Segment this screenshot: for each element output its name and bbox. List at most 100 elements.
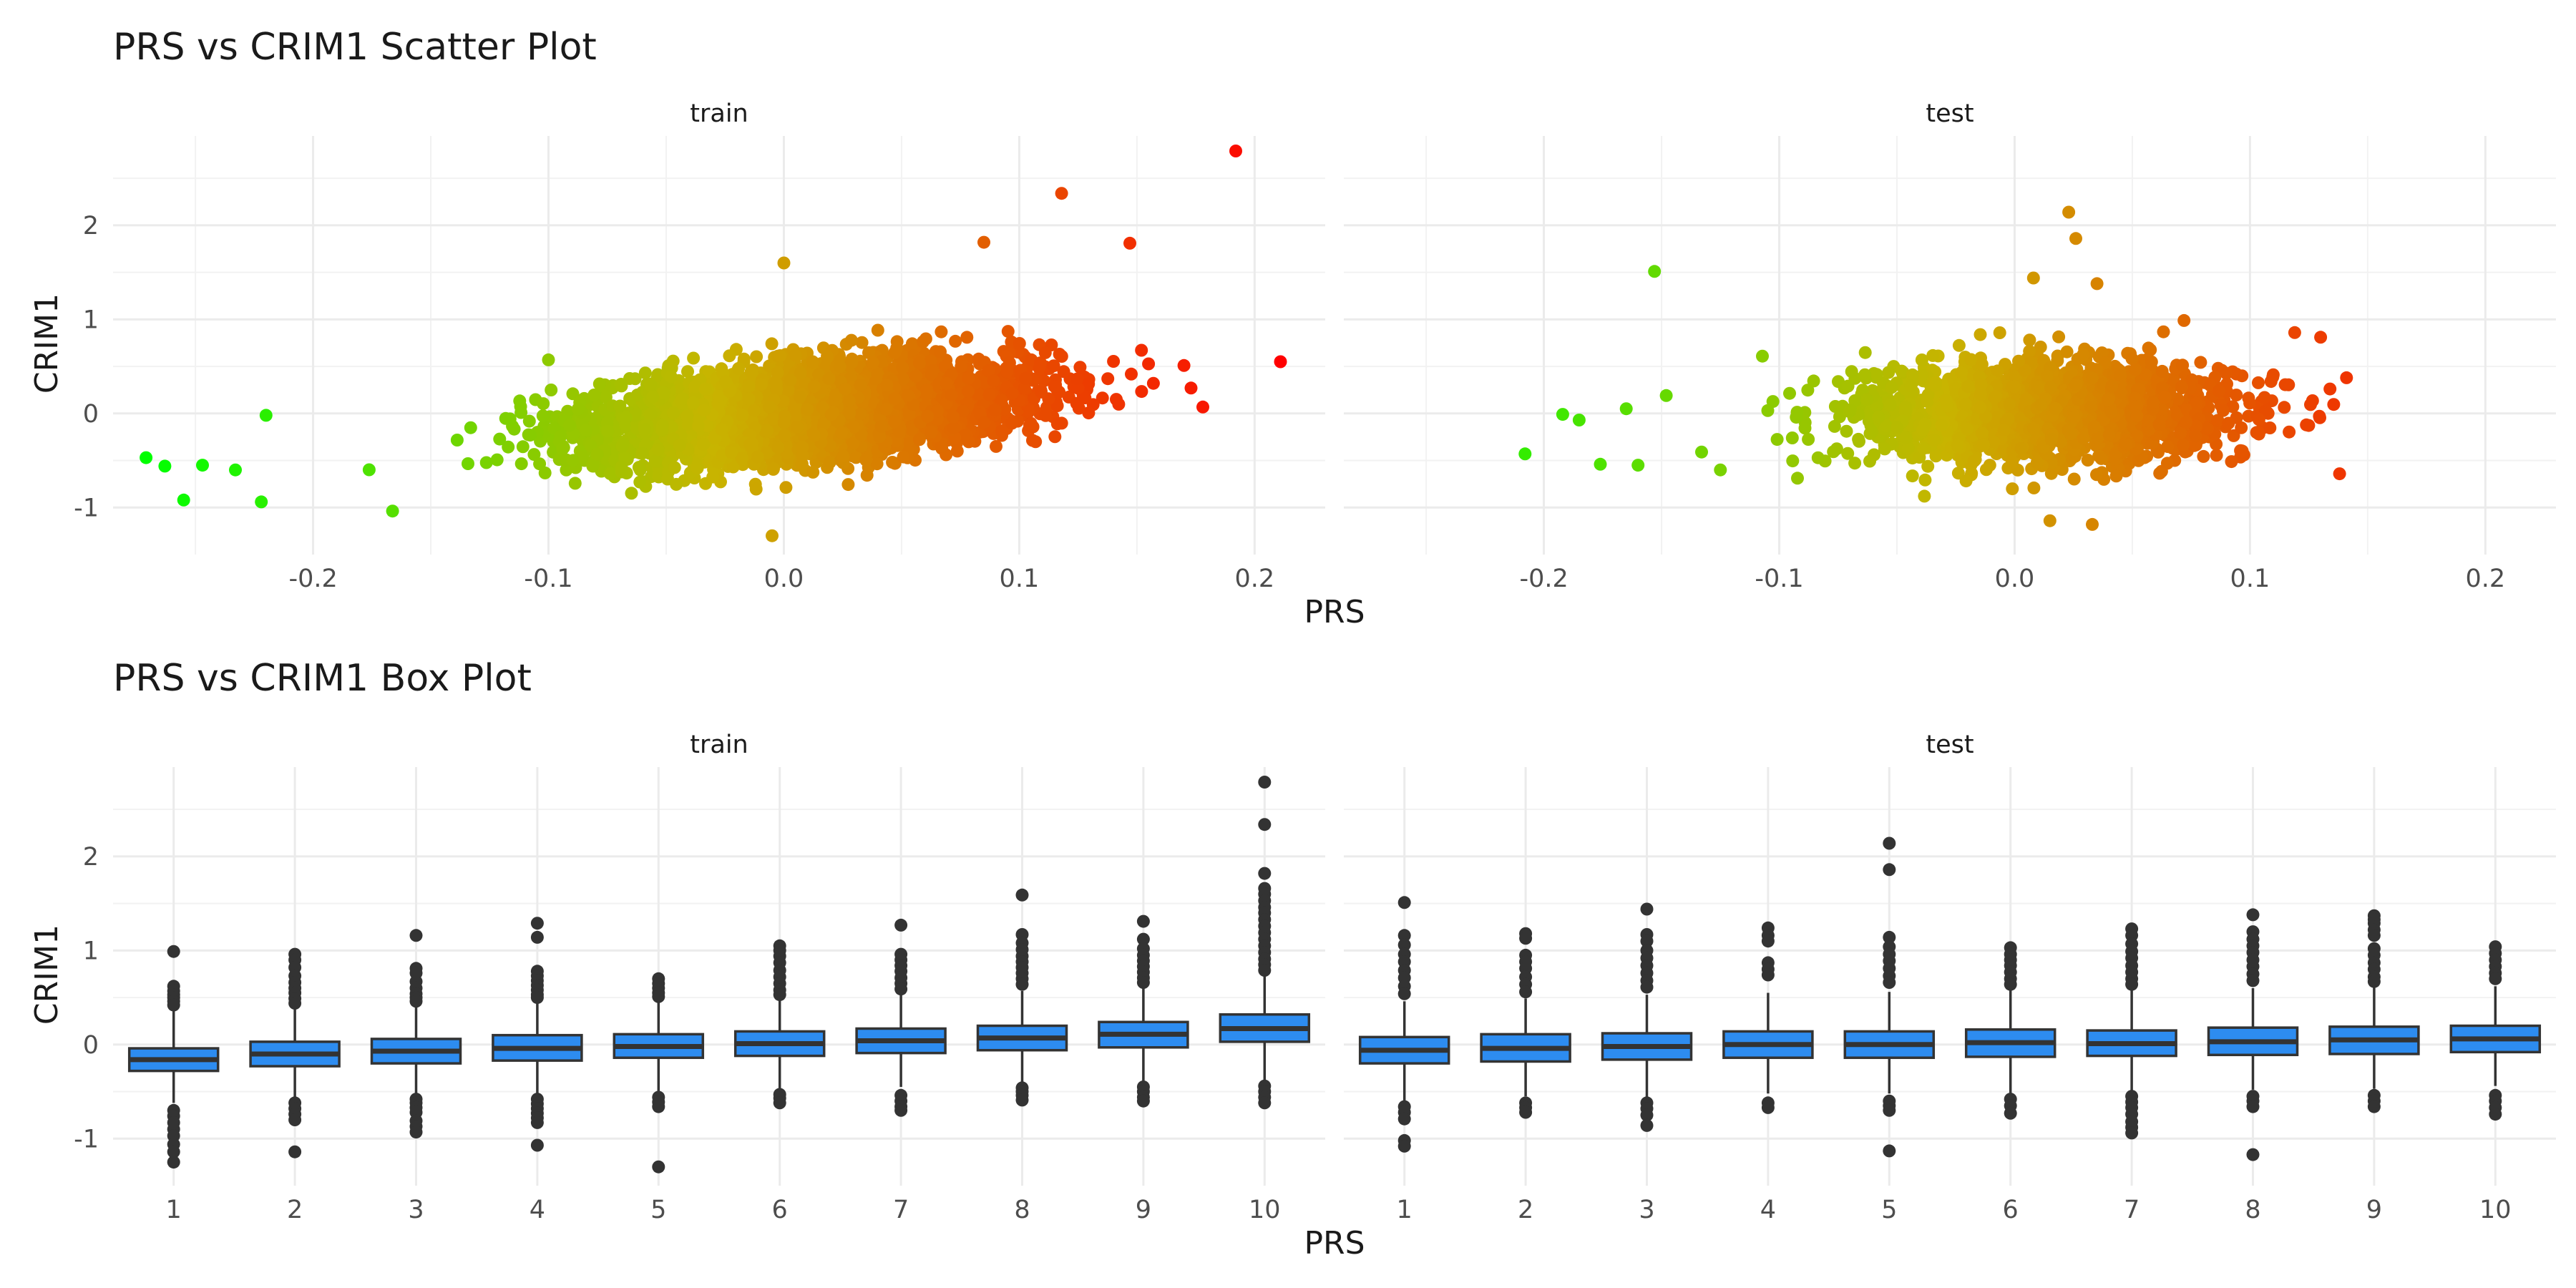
- scatter-point: [988, 404, 1002, 416]
- scatter-point: [742, 392, 756, 406]
- scatter-point: [566, 387, 580, 401]
- scatter-point: [462, 457, 474, 470]
- scatter-point: [1974, 328, 1987, 341]
- scatter-point: [781, 383, 795, 396]
- scatter-point: [726, 460, 740, 474]
- scatter-point: [592, 377, 606, 391]
- scatter-point: [1801, 384, 1815, 397]
- scatter-point: [962, 384, 975, 398]
- scatter-point: [751, 450, 764, 464]
- scatter-point: [542, 353, 555, 366]
- scatter-point: [839, 382, 852, 396]
- scatter-point: [1184, 381, 1198, 395]
- scatter-point: [919, 332, 932, 346]
- scatter-point: [692, 419, 705, 433]
- scatter-point: [1791, 472, 1804, 485]
- scatter-point: [880, 379, 894, 392]
- scatter-point: [1858, 346, 1872, 359]
- scatter-point: [140, 451, 153, 464]
- scatter-point: [924, 426, 938, 439]
- scatter-point: [817, 417, 831, 431]
- scatter-point: [765, 337, 779, 351]
- scatter-point: [1018, 381, 1031, 395]
- scatter-point: [524, 429, 537, 442]
- scatter-point: [1053, 348, 1066, 361]
- scatter-point: [571, 402, 585, 416]
- scatter-point: [2333, 467, 2346, 481]
- scatter-point: [1048, 380, 1061, 393]
- scatter-point: [920, 383, 934, 396]
- scatter-point: [806, 465, 820, 479]
- scatter-point: [935, 325, 948, 338]
- scatter-point: [701, 419, 714, 433]
- scatter-point: [177, 493, 190, 507]
- scatter-point: [557, 441, 570, 454]
- scatter-point: [638, 366, 652, 380]
- scatter-point: [990, 439, 1002, 453]
- scatter-point: [664, 370, 678, 384]
- scatter-point: [962, 371, 975, 385]
- scatter-point: [490, 453, 504, 467]
- scatter-point: [784, 374, 797, 387]
- scatter-point: [1915, 353, 1928, 366]
- scatter-point: [632, 461, 645, 474]
- scatter-point: [527, 448, 541, 462]
- scatter-point: [698, 404, 711, 417]
- scatter-point: [1035, 385, 1048, 399]
- scatter-point: [960, 331, 974, 344]
- scatter-point: [736, 409, 749, 422]
- scatter-point: [855, 336, 869, 349]
- scatter-point: [1005, 386, 1019, 400]
- scatter-point: [847, 436, 860, 450]
- scatter-points-test: [1518, 205, 2353, 531]
- scatter-point: [2197, 449, 2210, 463]
- scatter-point: [450, 434, 464, 447]
- scatter-point: [507, 422, 521, 436]
- scatter-point: [755, 378, 769, 391]
- scatter-point: [536, 409, 550, 423]
- scatter-point: [1146, 376, 1160, 390]
- scatter-point: [651, 443, 665, 457]
- scatter-point: [1039, 409, 1053, 422]
- scatter-point: [618, 421, 631, 434]
- scatter-point: [844, 371, 857, 384]
- scatter-point: [844, 333, 858, 347]
- scatter-point: [1001, 325, 1015, 338]
- scatter-point: [362, 463, 376, 477]
- scatter-point: [761, 424, 774, 437]
- scatter-point: [655, 424, 669, 437]
- scatter-point: [909, 369, 923, 383]
- scatter-point: [794, 366, 807, 380]
- scatter-point: [1196, 400, 1209, 414]
- scatter-point: [947, 421, 960, 435]
- scatter-point: [1024, 416, 1038, 430]
- scatter-point: [822, 372, 836, 386]
- scatter-point: [777, 256, 791, 270]
- scatter-point: [977, 235, 990, 249]
- scatter-point: [1034, 356, 1047, 370]
- scatter-point: [888, 346, 902, 359]
- scatter-point: [698, 382, 712, 396]
- scatter-point: [1048, 430, 1062, 444]
- scatter-point: [1840, 424, 1853, 438]
- scatter-point: [648, 454, 662, 468]
- scatter-point: [617, 437, 630, 451]
- scatter-point: [955, 360, 968, 373]
- scatter-point: [681, 418, 695, 431]
- scatter-point: [947, 410, 960, 424]
- scatter-point: [732, 361, 746, 375]
- scatter-point: [1055, 187, 1068, 200]
- scatter-point: [1019, 371, 1033, 385]
- scatter-point: [1125, 367, 1138, 381]
- scatter-point: [1055, 416, 1068, 430]
- scatter-point: [2023, 344, 2036, 358]
- scatter-point: [1101, 372, 1115, 386]
- scatter-point: [849, 451, 863, 464]
- scatter-point: [871, 323, 884, 337]
- scatter-point: [499, 411, 512, 425]
- scatter-point: [613, 399, 627, 413]
- scatter-point: [750, 350, 763, 364]
- scatter-point: [657, 386, 670, 399]
